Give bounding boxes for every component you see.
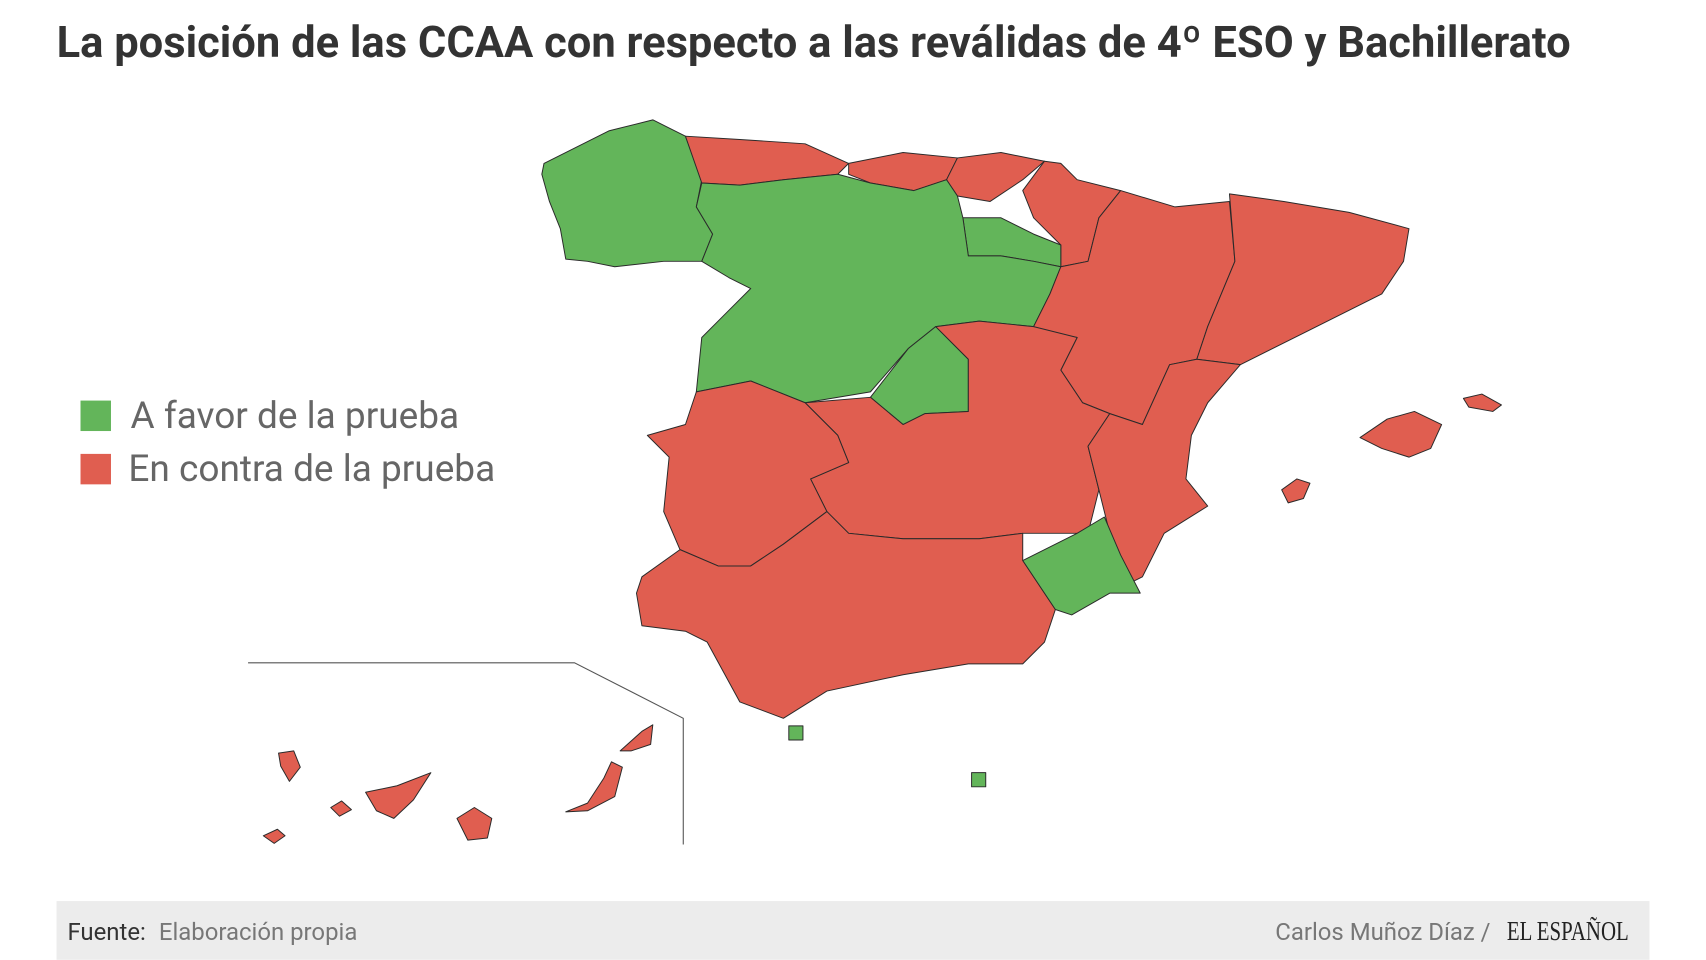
region xyxy=(1462,393,1502,412)
region xyxy=(1359,410,1443,458)
region xyxy=(1196,193,1410,366)
region xyxy=(1087,358,1241,589)
region xyxy=(565,761,623,813)
region xyxy=(971,772,987,788)
region xyxy=(635,511,1056,719)
map xyxy=(248,119,1502,845)
source: Elaboración propia xyxy=(159,918,358,946)
region xyxy=(456,807,493,841)
legend-label: A favor de la prueba xyxy=(131,395,460,438)
brand: EL ESPAÑOL xyxy=(1507,916,1629,946)
legend: A favor de la prueba En contra de la pru… xyxy=(80,395,495,491)
inset-border xyxy=(248,662,684,845)
source-label: Fuente: xyxy=(67,918,145,946)
legend-label: En contra de la prueba xyxy=(128,448,495,491)
author: Carlos Muñoz Díaz / xyxy=(1275,918,1490,946)
region xyxy=(262,828,286,844)
legend-swatch xyxy=(80,400,111,432)
region xyxy=(788,725,804,741)
footer-bar xyxy=(56,901,1650,960)
legend-swatch xyxy=(80,453,111,485)
region xyxy=(330,800,352,817)
region xyxy=(1281,478,1311,504)
region xyxy=(278,750,301,782)
region xyxy=(1022,516,1141,616)
region xyxy=(619,724,654,752)
footer: Fuente: Elaboración propia Carlos Muñoz … xyxy=(56,901,1650,960)
region xyxy=(365,772,432,819)
title: La posición de las CCAA con respecto a l… xyxy=(57,17,1571,68)
